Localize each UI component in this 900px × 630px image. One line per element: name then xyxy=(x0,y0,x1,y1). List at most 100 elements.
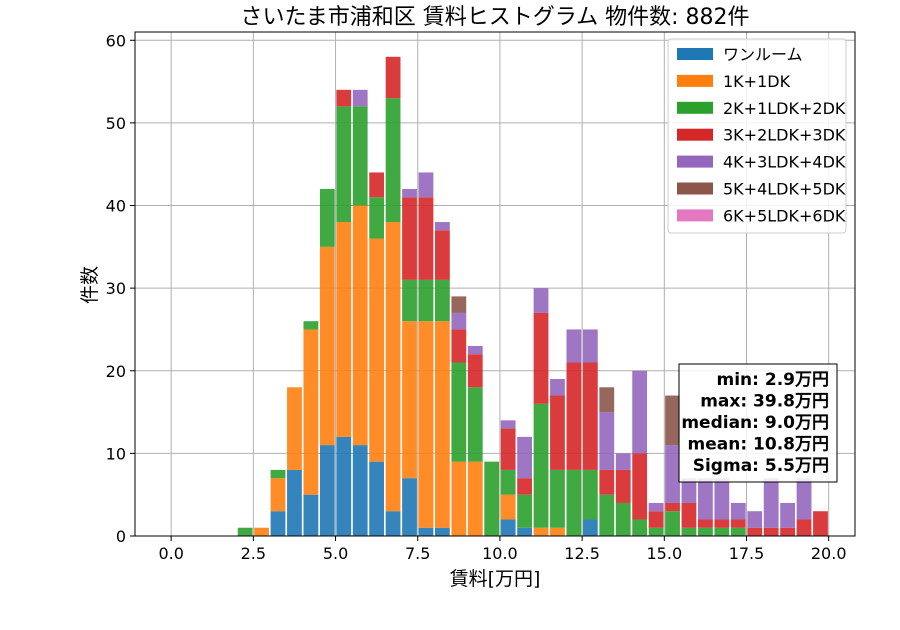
bar-segment xyxy=(352,205,368,446)
bar-segment xyxy=(402,188,417,198)
stats-line: mean: 10.8万円 xyxy=(688,435,829,455)
bar-segment xyxy=(681,527,697,536)
bar-segment xyxy=(582,362,598,470)
bar-segment xyxy=(435,279,450,322)
x-tick-label: 7.5 xyxy=(405,544,430,563)
bar-segment xyxy=(418,279,434,322)
bar-segment xyxy=(665,445,680,503)
bar-segment xyxy=(566,329,582,363)
bar-segment xyxy=(303,494,319,536)
bar-segment xyxy=(582,469,598,520)
bar-segment xyxy=(730,527,746,536)
bar-segment xyxy=(418,172,434,198)
bar-segment xyxy=(582,519,598,536)
bar-segment xyxy=(336,89,352,107)
bar-segment xyxy=(467,354,483,388)
bar-segment xyxy=(566,362,582,470)
bar-segment xyxy=(500,469,516,495)
y-tick-label: 50 xyxy=(106,114,126,133)
bar-segment xyxy=(467,387,483,462)
x-tick-label: 17.5 xyxy=(729,544,765,563)
bar-segment xyxy=(435,230,450,280)
bar-segment xyxy=(303,321,319,330)
bar-segment xyxy=(780,527,795,536)
bar-segment xyxy=(451,296,467,313)
y-axis-ticks: 0 10 20 30 40 50 60 xyxy=(106,31,135,546)
bar-segment xyxy=(550,527,565,536)
bar-segment xyxy=(730,502,746,520)
bar-segment xyxy=(319,188,335,247)
bar-segment xyxy=(451,461,467,536)
x-tick-label: 2.5 xyxy=(241,544,266,563)
bar-segment xyxy=(369,197,385,239)
legend-label: 5K+4LDK+5DK xyxy=(723,180,846,199)
legend-label: 4K+3LDK+4DK xyxy=(723,153,846,172)
bar-segment xyxy=(319,445,335,536)
bar-segment xyxy=(402,478,417,536)
bar-segment xyxy=(451,362,467,462)
bar-segment xyxy=(533,403,549,528)
bar-segment xyxy=(418,197,434,280)
legend-swatch xyxy=(677,155,713,168)
bar-segment xyxy=(648,502,664,512)
bar-segment xyxy=(550,469,565,528)
legend: ワンルーム 1K+1DK 2K+1LDK+2DK 3K+2LDK+3DK 4K+3LDK… xyxy=(667,38,847,234)
bar-segment xyxy=(730,519,746,528)
legend-label: 1K+1DK xyxy=(723,72,791,91)
bar-segment xyxy=(500,519,516,536)
bar-segment xyxy=(352,445,368,536)
bar-segment xyxy=(237,527,253,536)
bar-segment xyxy=(270,511,286,536)
bar-segment xyxy=(698,527,713,536)
bar-segment xyxy=(500,420,516,429)
bar-segment xyxy=(550,395,565,470)
bar-segment xyxy=(451,329,467,363)
legend-swatch xyxy=(677,48,713,60)
bar-segment xyxy=(648,511,664,528)
bar-segment xyxy=(747,527,763,536)
bar-segment xyxy=(665,395,680,446)
bar-segment xyxy=(270,469,286,479)
bar-segment xyxy=(796,519,812,536)
bar-segment xyxy=(385,222,401,512)
bar-segment xyxy=(813,511,828,536)
bar-segment xyxy=(763,478,779,528)
bar-segment xyxy=(385,511,401,536)
bar-segment xyxy=(287,469,302,536)
bar-segment xyxy=(747,511,763,528)
bar-segment xyxy=(714,478,730,520)
stats-line: Sigma: 5.5万円 xyxy=(693,456,829,476)
bar-segment xyxy=(385,98,401,223)
bar-segment xyxy=(385,56,401,99)
bar-segment xyxy=(698,519,713,528)
bar-segment xyxy=(681,502,697,528)
x-tick-label: 0.0 xyxy=(158,544,183,563)
bar-segment xyxy=(467,345,483,355)
bar-segment xyxy=(796,478,812,520)
bar-segment xyxy=(352,106,368,206)
y-tick-label: 10 xyxy=(106,444,126,463)
bar-segment xyxy=(484,461,500,536)
legend-swatch xyxy=(677,128,713,141)
y-tick-label: 0 xyxy=(116,527,126,546)
bar-segment xyxy=(714,519,730,528)
bar-segment xyxy=(336,106,352,223)
stats-line: min: 2.9万円 xyxy=(717,370,829,390)
bar-segment xyxy=(681,478,697,503)
bar-segment xyxy=(632,519,648,536)
bar-segment xyxy=(615,502,631,536)
x-axis-label: 賃料[万円] xyxy=(450,568,541,590)
bar-segment xyxy=(369,172,385,198)
bar-segment xyxy=(517,436,532,479)
bar-segment xyxy=(582,329,598,363)
bar-segment xyxy=(287,387,302,470)
bar-segment xyxy=(698,478,713,520)
stats-line: max: 39.8万円 xyxy=(700,392,829,412)
x-tick-label: 15.0 xyxy=(647,544,683,563)
x-tick-label: 10.0 xyxy=(482,544,518,563)
x-axis-ticks: 0.0 2.5 5.0 7.5 10.0 12.5 15.0 17.5 20.0 xyxy=(158,536,847,563)
x-tick-label: 12.5 xyxy=(564,544,600,563)
bar-segment xyxy=(566,469,582,536)
